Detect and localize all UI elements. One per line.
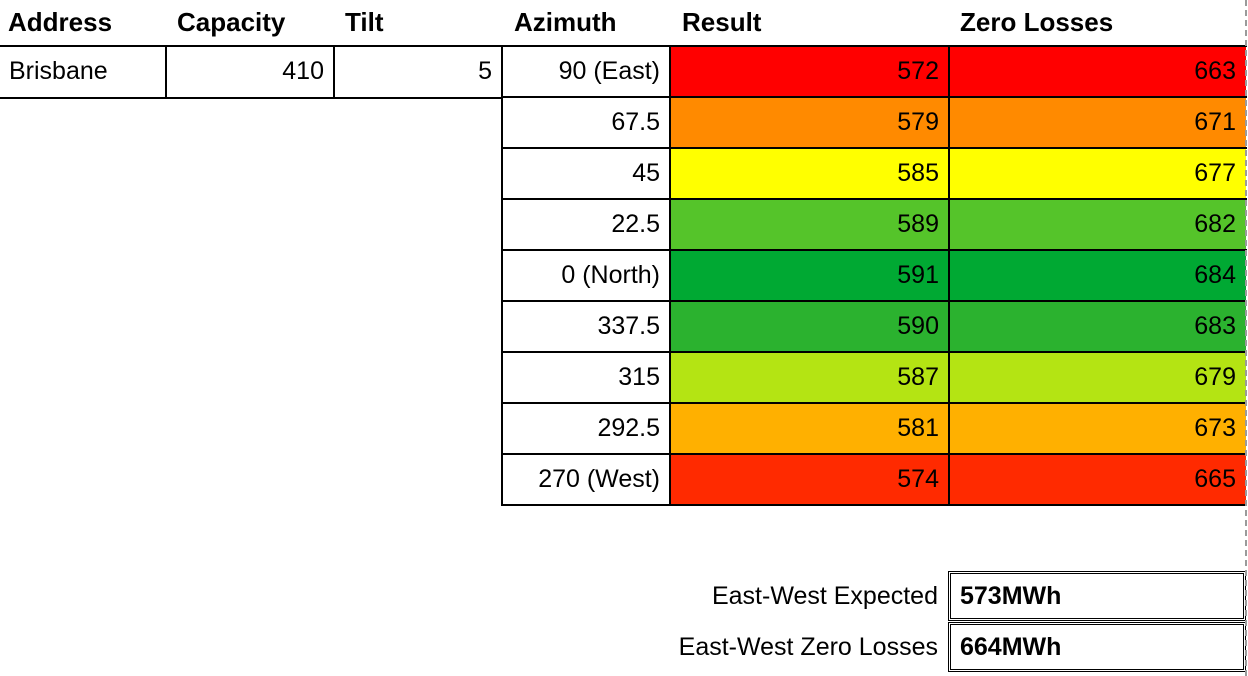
grid-row-border [501, 147, 1247, 149]
grid-row-border [501, 96, 1247, 98]
cell-result[interactable]: 587 [670, 352, 949, 404]
header-zero-losses: Zero Losses [960, 7, 1114, 37]
cell-address[interactable]: Brisbane [9, 57, 108, 85]
cell-result[interactable]: 585 [670, 148, 949, 200]
cell-zero-losses[interactable]: 671 [949, 97, 1246, 149]
cell-zero-losses[interactable]: 665 [949, 454, 1246, 506]
cell-azimuth[interactable]: 0 (North) [561, 261, 660, 289]
grid-row-border [501, 453, 1247, 455]
cell-azimuth[interactable]: 67.5 [611, 108, 660, 136]
cell-result[interactable]: 579 [670, 97, 949, 149]
cell-result[interactable]: 591 [670, 250, 949, 302]
summary-ew-zero-label: East-West Zero Losses [678, 633, 938, 661]
cell-zero-losses[interactable]: 683 [949, 301, 1246, 353]
cell-azimuth[interactable]: 270 (West) [538, 465, 660, 493]
cell-zero-losses[interactable]: 684 [949, 250, 1246, 302]
cell-result[interactable]: 590 [670, 301, 949, 353]
page-break-line [1245, 0, 1247, 676]
cell-azimuth[interactable]: 45 [632, 159, 660, 187]
site-row-top-border [0, 45, 502, 47]
header-result: Result [682, 7, 762, 37]
cell-capacity[interactable]: 410 [282, 57, 324, 85]
grid-row-border [501, 249, 1247, 251]
summary-ew-zero-value[interactable]: 664MWh [948, 622, 1246, 672]
header-azimuth: Azimuth [514, 7, 617, 37]
cell-tilt[interactable]: 5 [478, 57, 492, 85]
cell-zero-losses[interactable]: 677 [949, 148, 1246, 200]
cell-zero-losses[interactable]: 679 [949, 352, 1246, 404]
grid-column-border [501, 46, 503, 505]
site-row-bottom-border [0, 97, 502, 99]
summary-ew-expected-value[interactable]: 573MWh [948, 571, 1246, 621]
header-tilt: Tilt [345, 7, 384, 37]
grid-column-border [669, 46, 671, 505]
site-row-divider [165, 46, 167, 98]
cell-azimuth[interactable]: 22.5 [611, 210, 660, 238]
grid-row-border [501, 45, 1247, 47]
cell-result[interactable]: 581 [670, 403, 949, 455]
cell-zero-losses[interactable]: 663 [949, 46, 1246, 98]
cell-azimuth[interactable]: 315 [618, 363, 660, 391]
summary-ew-expected-label: East-West Expected [711, 582, 938, 610]
cell-result[interactable]: 574 [670, 454, 949, 506]
cell-azimuth[interactable]: 292.5 [597, 414, 660, 442]
cell-zero-losses[interactable]: 673 [949, 403, 1246, 455]
cell-azimuth[interactable]: 90 (East) [558, 57, 660, 85]
grid-row-border [501, 198, 1247, 200]
grid-column-border [948, 46, 950, 505]
cell-zero-losses[interactable]: 682 [949, 199, 1246, 251]
header-capacity: Capacity [177, 7, 286, 37]
grid-bottom-border [501, 504, 1247, 506]
header-address: Address [8, 7, 113, 37]
cell-result[interactable]: 589 [670, 199, 949, 251]
grid-row-border [501, 402, 1247, 404]
grid-row-border [501, 300, 1247, 302]
site-row-divider [333, 46, 335, 98]
grid-row-border [501, 351, 1247, 353]
cell-result[interactable]: 572 [670, 46, 949, 98]
cell-azimuth[interactable]: 337.5 [597, 312, 660, 340]
